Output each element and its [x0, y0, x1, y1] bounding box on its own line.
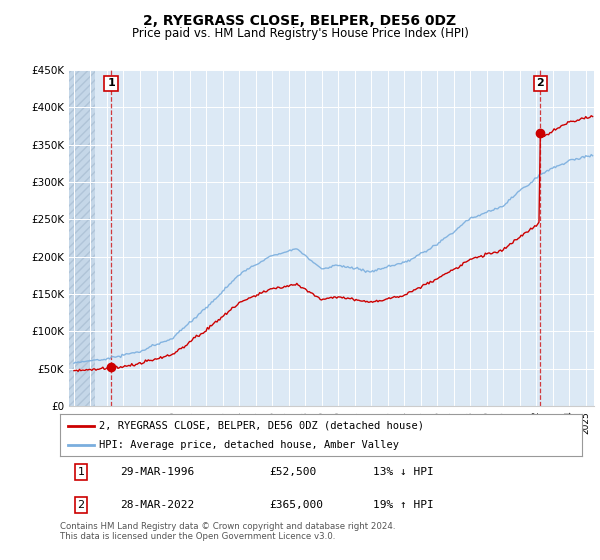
- Text: 13% ↓ HPI: 13% ↓ HPI: [373, 467, 434, 477]
- Text: 2: 2: [536, 78, 544, 88]
- Text: 1: 1: [77, 467, 85, 477]
- Text: 29-MAR-1996: 29-MAR-1996: [120, 467, 194, 477]
- Text: £52,500: £52,500: [269, 467, 316, 477]
- Text: Price paid vs. HM Land Registry's House Price Index (HPI): Price paid vs. HM Land Registry's House …: [131, 27, 469, 40]
- Text: Contains HM Land Registry data © Crown copyright and database right 2024.
This d: Contains HM Land Registry data © Crown c…: [60, 522, 395, 542]
- Text: 2: 2: [77, 500, 85, 510]
- Bar: [69, 70, 95, 406]
- Text: £365,000: £365,000: [269, 500, 323, 510]
- Text: 1: 1: [107, 78, 115, 88]
- Text: 2, RYEGRASS CLOSE, BELPER, DE56 0DZ (detached house): 2, RYEGRASS CLOSE, BELPER, DE56 0DZ (det…: [99, 421, 424, 431]
- Text: 28-MAR-2022: 28-MAR-2022: [120, 500, 194, 510]
- Text: HPI: Average price, detached house, Amber Valley: HPI: Average price, detached house, Ambe…: [99, 440, 399, 450]
- Text: 2, RYEGRASS CLOSE, BELPER, DE56 0DZ: 2, RYEGRASS CLOSE, BELPER, DE56 0DZ: [143, 14, 457, 28]
- Text: 19% ↑ HPI: 19% ↑ HPI: [373, 500, 434, 510]
